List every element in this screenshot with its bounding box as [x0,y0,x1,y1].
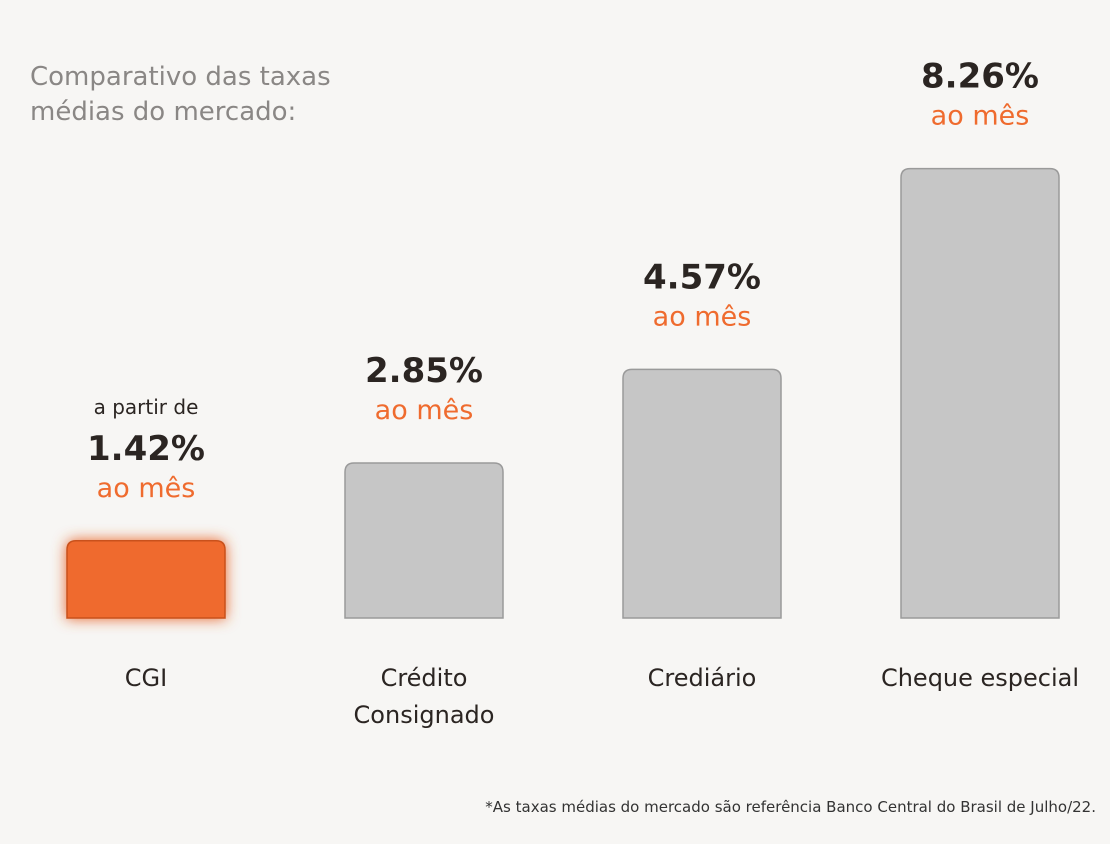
unit-label: ao mês [931,101,1030,132]
bar [622,368,782,619]
value-label: 2.85% [365,351,483,391]
footnote: *As taxas médias do mercado são referênc… [485,798,1096,816]
category-label: Consignado [354,701,495,729]
bars-layer [66,167,1060,619]
bar [344,462,504,619]
unit-label: ao mês [375,395,474,426]
labels-layer: ao mês 1.42% a partir de CGI ao mês 2.85% Créd… [87,57,1079,729]
category-label: CGI [125,664,167,692]
unit-label: ao mês [97,473,196,504]
unit-label: ao mês [653,301,752,332]
chart-title: Comparativo das taxas médias do mercado: [30,62,331,127]
prefix-label: a partir de [94,395,199,419]
category-label: Cheque especial [881,664,1079,692]
value-label: 8.26% [921,57,1039,97]
category-label: Crediário [648,664,757,692]
bar-chart: ao mês 1.42% a partir de CGI ao mês 2.85% Créd… [66,57,1079,729]
bar [900,167,1060,619]
value-label: 4.57% [643,257,761,297]
value-label: 1.42% [87,429,205,469]
bar [66,540,226,619]
category-label: Crédito [381,664,468,692]
